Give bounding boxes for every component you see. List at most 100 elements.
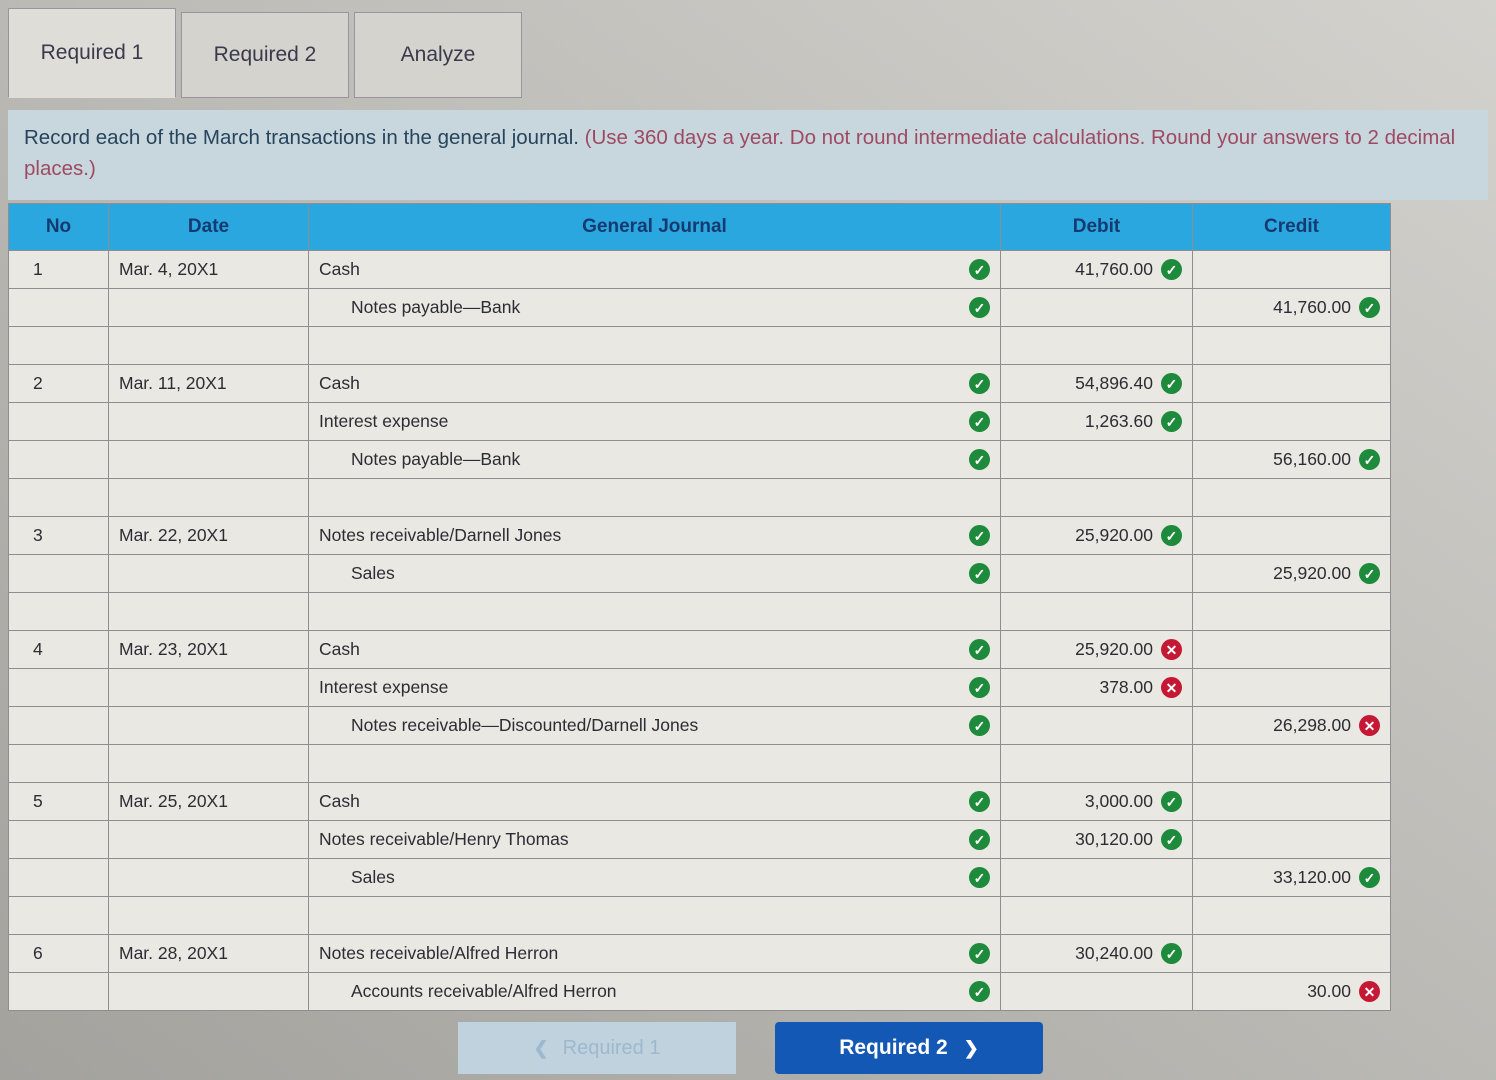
tab-required-2[interactable]: Required 2 bbox=[181, 12, 349, 98]
date-cell bbox=[108, 440, 309, 479]
debit-cell: 30,240.00 ✓ bbox=[1000, 934, 1193, 973]
date-cell: Mar. 28, 20X1 bbox=[108, 934, 309, 973]
credit-cell bbox=[1192, 516, 1391, 555]
account-title-cell: Cash ✓ bbox=[308, 364, 1001, 403]
row-number-cell: 3 bbox=[8, 516, 109, 555]
account-title-cell: Notes payable—Bank ✓ bbox=[308, 288, 1001, 327]
credit-cell bbox=[1192, 250, 1391, 289]
row-number-cell bbox=[8, 820, 109, 859]
account-title: Notes payable—Bank bbox=[351, 449, 521, 469]
account-title-cell: Interest expense ✓ bbox=[308, 402, 1001, 441]
account-title-cell: Interest expense ✓ bbox=[308, 668, 1001, 707]
debit-cell bbox=[1000, 972, 1193, 1011]
journal-blank-row bbox=[8, 478, 1391, 517]
debit-cell: 25,920.00 ✕ bbox=[1000, 630, 1193, 669]
tab-required-1[interactable]: Required 1 bbox=[8, 8, 176, 98]
journal-row: 6 Mar. 28, 20X1 Notes receivable/Alfred He… bbox=[8, 934, 1391, 973]
prev-button-label: Required 1 bbox=[562, 1036, 661, 1059]
tab-analyze-label: Analyze bbox=[400, 43, 476, 66]
journal-row: Notes payable—Bank ✓ 56,160.00 ✓ bbox=[8, 440, 1391, 479]
amount-value: 378.00 bbox=[1099, 677, 1153, 697]
debit-cell bbox=[1000, 478, 1193, 517]
row-number-cell bbox=[8, 706, 109, 745]
date-cell bbox=[108, 744, 309, 783]
correct-check-icon: ✓ bbox=[1359, 449, 1380, 470]
correct-check-icon: ✓ bbox=[1161, 373, 1182, 394]
date-cell bbox=[108, 478, 309, 517]
debit-cell bbox=[1000, 706, 1193, 745]
account-title: Accounts receivable/Alfred Herron bbox=[351, 981, 617, 1001]
account-title-cell bbox=[308, 326, 1001, 365]
date-cell: Mar. 23, 20X1 bbox=[108, 630, 309, 669]
credit-cell: 30.00 ✕ bbox=[1192, 972, 1391, 1011]
amount-value: 33,120.00 bbox=[1273, 867, 1351, 887]
date-cell: Mar. 25, 20X1 bbox=[108, 782, 309, 821]
debit-cell: 1,263.60 ✓ bbox=[1000, 402, 1193, 441]
journal-row: Notes payable—Bank ✓ 41,760.00 ✓ bbox=[8, 288, 1391, 327]
amount-value: 41,760.00 bbox=[1075, 259, 1153, 279]
correct-check-icon: ✓ bbox=[1359, 867, 1380, 888]
journal-blank-row bbox=[8, 896, 1391, 935]
date-cell bbox=[108, 402, 309, 441]
row-number-cell bbox=[8, 326, 109, 365]
date-cell: Mar. 4, 20X1 bbox=[108, 250, 309, 289]
account-title: Notes receivable/Darnell Jones bbox=[319, 525, 562, 545]
debit-cell bbox=[1000, 858, 1193, 897]
correct-check-icon: ✓ bbox=[1161, 943, 1182, 964]
debit-cell: 54,896.40 ✓ bbox=[1000, 364, 1193, 403]
correct-check-icon: ✓ bbox=[969, 449, 990, 470]
tab-analyze[interactable]: Analyze bbox=[354, 12, 522, 98]
prev-required-1-button[interactable]: ❮ Required 1 bbox=[458, 1022, 736, 1074]
credit-cell bbox=[1192, 592, 1391, 631]
account-title: Cash bbox=[319, 791, 360, 811]
amount-value: 41,760.00 bbox=[1273, 297, 1351, 317]
account-title: Cash bbox=[319, 259, 360, 279]
account-title-cell: Cash ✓ bbox=[308, 630, 1001, 669]
amount-value: 1,263.60 bbox=[1084, 411, 1153, 431]
row-number-cell bbox=[8, 896, 109, 935]
journal-row: Sales ✓ 33,120.00 ✓ bbox=[8, 858, 1391, 897]
row-number-cell: 2 bbox=[8, 364, 109, 403]
credit-cell bbox=[1192, 744, 1391, 783]
credit-cell bbox=[1192, 478, 1391, 517]
debit-cell: 378.00 ✕ bbox=[1000, 668, 1193, 707]
amount-value: 25,920.00 bbox=[1273, 563, 1351, 583]
tab-required-1-label: Required 1 bbox=[40, 41, 144, 64]
journal-row: 2 Mar. 11, 20X1 Cash ✓ 54,896.40 ✓ bbox=[8, 364, 1391, 403]
row-number-cell bbox=[8, 554, 109, 593]
debit-cell bbox=[1000, 440, 1193, 479]
debit-cell bbox=[1000, 592, 1193, 631]
journal-row: 4 Mar. 23, 20X1 Cash ✓ 25,920.00 ✕ bbox=[8, 630, 1391, 669]
credit-cell bbox=[1192, 934, 1391, 973]
journal-header-row: No Date General Journal Debit Credit bbox=[8, 203, 1391, 251]
next-button-label: Required 2 bbox=[839, 1036, 948, 1059]
account-title: Notes receivable/Henry Thomas bbox=[319, 829, 569, 849]
amount-value: 25,920.00 bbox=[1075, 525, 1153, 545]
account-title: Cash bbox=[319, 373, 360, 393]
correct-check-icon: ✓ bbox=[969, 525, 990, 546]
account-title: Notes receivable—Discounted/Darnell Jone… bbox=[351, 715, 699, 735]
correct-check-icon: ✓ bbox=[969, 411, 990, 432]
row-number-cell bbox=[8, 592, 109, 631]
row-number-cell: 6 bbox=[8, 934, 109, 973]
correct-check-icon: ✓ bbox=[1359, 563, 1380, 584]
next-required-2-button[interactable]: Required 2 ❯ bbox=[775, 1022, 1043, 1074]
account-title-cell bbox=[308, 478, 1001, 517]
credit-cell bbox=[1192, 820, 1391, 859]
correct-check-icon: ✓ bbox=[969, 981, 990, 1002]
account-title-cell: Cash ✓ bbox=[308, 250, 1001, 289]
credit-cell bbox=[1192, 896, 1391, 935]
correct-check-icon: ✓ bbox=[1161, 525, 1182, 546]
debit-cell bbox=[1000, 288, 1193, 327]
debit-cell: 41,760.00 ✓ bbox=[1000, 250, 1193, 289]
credit-cell: 26,298.00 ✕ bbox=[1192, 706, 1391, 745]
amount-value: 3,000.00 bbox=[1084, 791, 1153, 811]
general-journal-table: No Date General Journal Debit Credit 1 Ma… bbox=[8, 203, 1391, 1011]
row-number-cell bbox=[8, 440, 109, 479]
journal-row: 1 Mar. 4, 20X1 Cash ✓ 41,760.00 ✓ bbox=[8, 250, 1391, 289]
amount-value: 30,240.00 bbox=[1075, 943, 1153, 963]
correct-check-icon: ✓ bbox=[1161, 791, 1182, 812]
account-title-cell: Notes receivable/Alfred Herron ✓ bbox=[308, 934, 1001, 973]
chevron-right-icon: ❯ bbox=[963, 1037, 979, 1058]
correct-check-icon: ✓ bbox=[969, 373, 990, 394]
